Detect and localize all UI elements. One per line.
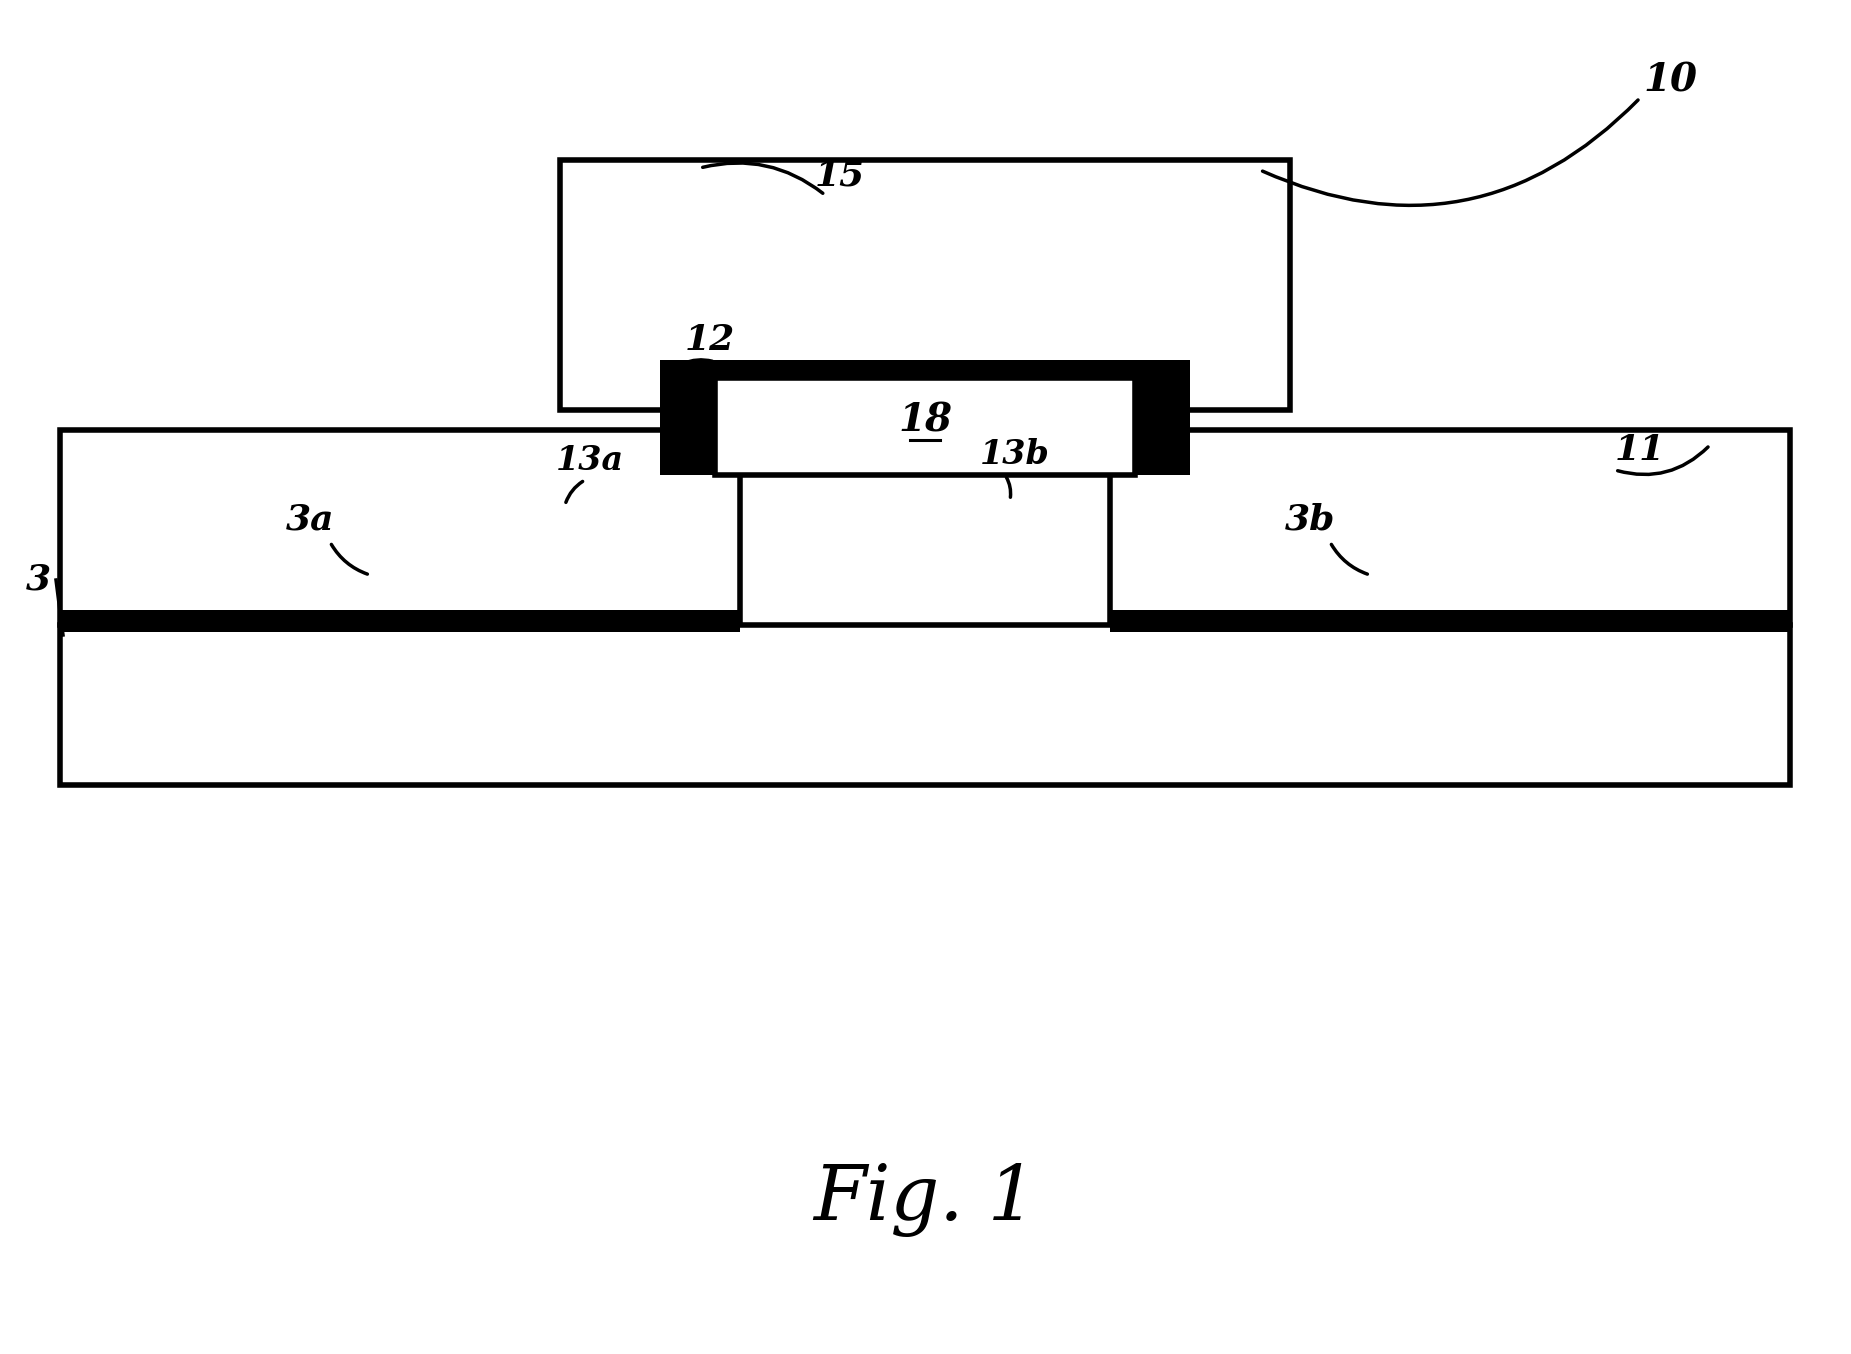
Bar [1111, 431, 1790, 626]
Bar [661, 360, 1190, 378]
Bar [661, 455, 1190, 475]
Bar [561, 160, 1290, 410]
Bar [1135, 360, 1190, 475]
Text: 10: 10 [1644, 61, 1697, 99]
Text: 13a: 13a [555, 444, 624, 477]
Text: 3b: 3b [1285, 502, 1335, 538]
Text: 18: 18 [898, 401, 951, 439]
Bar [59, 431, 740, 626]
Text: 3: 3 [26, 563, 50, 597]
Text: 11: 11 [1614, 433, 1666, 467]
Bar [59, 626, 1790, 785]
Text: 12: 12 [685, 324, 735, 357]
Text: 15: 15 [814, 158, 864, 192]
Bar [1111, 611, 1790, 632]
Bar [59, 611, 740, 632]
Text: 3a: 3a [285, 502, 335, 538]
Text: Fig. 1: Fig. 1 [813, 1163, 1037, 1238]
Bar [661, 360, 714, 475]
Text: 13b: 13b [979, 439, 1050, 471]
Bar [714, 378, 1135, 475]
